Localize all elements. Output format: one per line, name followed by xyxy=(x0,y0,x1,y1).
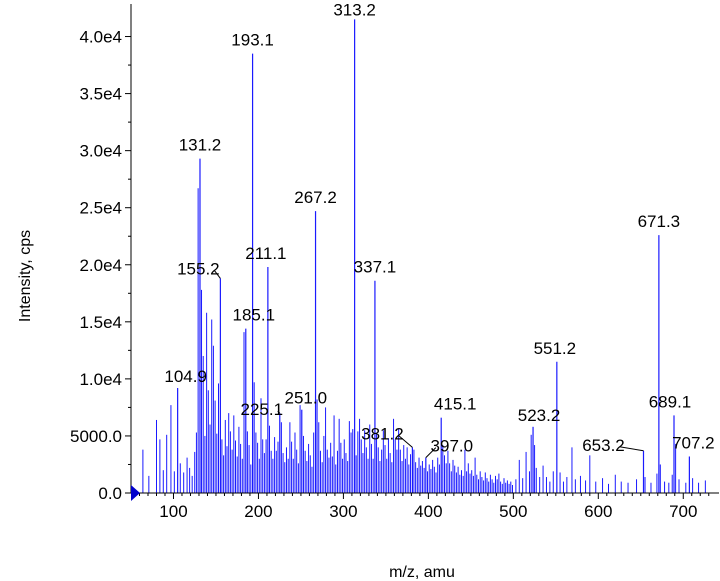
label-leaders-layer xyxy=(213,270,644,458)
x-tick-label: 600 xyxy=(584,502,612,521)
peak-label: 653.2 xyxy=(582,436,625,455)
x-tick-label: 400 xyxy=(414,502,442,521)
peak-label: 104.9 xyxy=(164,367,207,386)
peak-label: 185.1 xyxy=(233,306,276,325)
peak-label: 671.3 xyxy=(638,212,681,231)
peak-label: 689.1 xyxy=(649,392,692,411)
peak-label-leader xyxy=(213,270,221,279)
y-tick-label: 2.0e4 xyxy=(79,256,122,275)
x-tick-label: 500 xyxy=(499,502,527,521)
peak-label: 225.1 xyxy=(240,400,283,419)
peak-label: 381.2 xyxy=(361,424,404,443)
x-tick-label: 300 xyxy=(329,502,357,521)
y-tick-label: 1.5e4 xyxy=(79,313,122,332)
peak-label-leader xyxy=(619,446,644,452)
peak-label-leader xyxy=(398,434,413,448)
peak-label: 523.2 xyxy=(518,406,561,425)
peak-label: 193.1 xyxy=(231,31,274,50)
peak-label: 313.2 xyxy=(333,0,376,19)
peak-label: 415.1 xyxy=(434,395,477,414)
baseline-cursor-marker[interactable] xyxy=(131,485,140,501)
x-tick-label: 100 xyxy=(159,502,187,521)
x-axis-title: m/z, amu xyxy=(389,564,455,581)
y-tick-label: 2.5e4 xyxy=(79,199,122,218)
peak-label: 267.2 xyxy=(294,188,337,207)
y-tick-label: 4.0e4 xyxy=(79,28,122,47)
axes-layer: 0.0 5000.0 1.0e4 1.5e4 2.0e4 2.5e4 3.0e4 3.5e4 4… xyxy=(70,4,719,521)
peak-label: 397.0 xyxy=(431,437,474,456)
peak-label: 337.1 xyxy=(354,258,397,277)
x-tick-label: 700 xyxy=(669,502,697,521)
y-tick-label: 3.0e4 xyxy=(79,142,122,161)
y-tick-label: 3.5e4 xyxy=(79,85,122,104)
peaks-layer xyxy=(142,19,706,493)
peak-label: 707.2 xyxy=(672,433,715,452)
y-tick-label: 0.0 xyxy=(98,484,122,503)
peak-label-leader xyxy=(277,410,281,414)
y-axis-title: Intensity, cps xyxy=(17,230,34,322)
peak-label: 551.2 xyxy=(534,339,577,358)
peak-label: 131.2 xyxy=(179,136,222,155)
peak-label: 251.0 xyxy=(285,389,328,408)
peak-label: 155.2 xyxy=(177,259,220,278)
x-tick-label: 200 xyxy=(244,502,272,521)
y-tick-label: 5000.0 xyxy=(70,427,122,446)
y-tick-label: 1.0e4 xyxy=(79,370,122,389)
peak-labels-layer: 313.2 193.1 131.2 267.2 671.3 211.1 155.2 337.1… xyxy=(164,0,714,455)
peak-label-leader xyxy=(425,447,437,458)
peak-label: 211.1 xyxy=(245,244,286,263)
